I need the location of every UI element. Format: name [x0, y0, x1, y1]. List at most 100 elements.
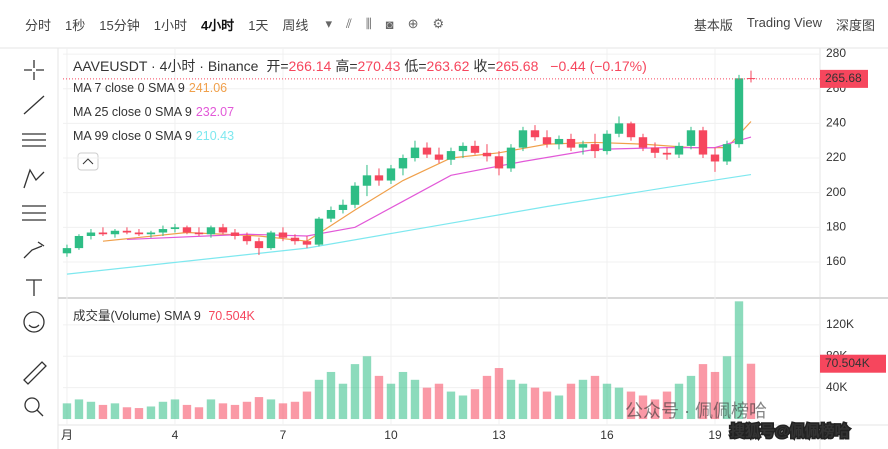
- ohlc-label: 收=: [473, 58, 496, 74]
- y-tick-label: 280: [826, 46, 846, 60]
- interval[interactable]: 1天: [248, 17, 269, 33]
- candle-icon[interactable]: ⫼: [365, 16, 372, 31]
- ohlc-value: 270.43: [357, 58, 401, 74]
- volume-bar: [734, 301, 744, 420]
- y-tick-label: 220: [826, 150, 846, 164]
- drawing-tools[interactable]: [22, 60, 47, 417]
- settings-icon[interactable]: ⚙: [432, 16, 445, 31]
- volume-legend: 成交量(Volume) SMA 9 70.504K: [73, 305, 259, 324]
- ma-name: MA 7 close 0 SMA 9: [73, 81, 185, 95]
- candle-body: [230, 232, 240, 236]
- volume-bar: [170, 399, 180, 420]
- more-icon[interactable]: ▾: [325, 16, 332, 31]
- ma-legend: MA 25 close 0 SMA 9 232.07: [73, 105, 238, 119]
- candle-body: [290, 237, 300, 242]
- volume-bar: [326, 371, 336, 420]
- volume-bar: [638, 395, 648, 420]
- interval[interactable]: 1秒: [65, 17, 86, 33]
- x-tick-label: 10: [384, 428, 398, 442]
- x-tick-label: 7: [280, 428, 287, 442]
- volume-bar: [578, 379, 588, 420]
- candle-body: [350, 185, 360, 205]
- candle-body: [146, 232, 156, 235]
- y-tick-label: 40K: [826, 380, 847, 394]
- candle-body: [722, 144, 732, 162]
- volume-bar: [626, 391, 636, 420]
- symbol-title: AAVEUSDT · 4小时 · Binance: [73, 58, 259, 74]
- candle-body: [434, 154, 444, 160]
- last-price-box: [820, 69, 868, 88]
- volume-bar: [542, 391, 552, 420]
- ma-legend: MA 7 close 0 SMA 9 241.06: [73, 81, 231, 95]
- volume-bar: [110, 403, 120, 420]
- collapse-button[interactable]: [77, 152, 99, 171]
- volume-bar: [386, 383, 396, 420]
- ma-legend: MA 99 close 0 SMA 9 210.43: [73, 129, 238, 143]
- candle-body: [698, 130, 708, 155]
- add-icon[interactable]: ⊕: [407, 16, 419, 31]
- volume-bar: [518, 383, 528, 420]
- indicator-icon[interactable]: ⫽: [345, 16, 352, 31]
- volume-bar: [494, 368, 504, 420]
- candle-body: [518, 130, 528, 148]
- volume-bar: [482, 375, 492, 420]
- interval[interactable]: 分时: [25, 17, 52, 33]
- candle-body: [506, 147, 516, 169]
- candle-body: [638, 137, 648, 148]
- candle-body: [242, 235, 252, 242]
- volume-bar: [470, 389, 480, 420]
- interval[interactable]: 周线: [282, 17, 309, 33]
- volume-bar: [194, 407, 204, 420]
- volume-bar: [674, 383, 684, 420]
- interval[interactable]: 1小时: [153, 17, 187, 33]
- volume-bar: [362, 356, 372, 420]
- candle-body: [602, 133, 612, 152]
- candle-body: [98, 232, 108, 235]
- candle-body: [386, 168, 396, 181]
- volume-bar: [374, 375, 384, 420]
- volume-bar: [182, 404, 192, 420]
- candle-body: [662, 152, 672, 155]
- candle-body: [554, 138, 564, 145]
- candle-body: [326, 209, 336, 219]
- candle-body: [422, 147, 432, 155]
- interval[interactable]: 4小时: [200, 17, 235, 33]
- interval-group: 分时 1秒 15分钟 1小时 4小时 1天 周线: [18, 15, 315, 34]
- candle-body: [590, 144, 600, 152]
- volume-bar: [722, 356, 732, 420]
- candle-body: [134, 232, 144, 235]
- candle-body: [710, 154, 720, 162]
- toolbar: 分时 1秒 15分钟 1小时 4小时 1天 周线 ▾ ⫽ ⫼ ◙ ⊕ ⚙ 基本版 Tradin…: [0, 0, 888, 48]
- volume-title: 成交量(Volume) SMA 9: [73, 309, 201, 323]
- volume-bar: [122, 407, 132, 420]
- candle-body: [266, 232, 276, 249]
- candle-body: [458, 145, 468, 152]
- candle-body: [542, 137, 552, 145]
- y-tick-label: 240: [826, 116, 846, 130]
- y-tick-label: 180: [826, 219, 846, 233]
- ma-name: MA 99 close 0 SMA 9: [73, 129, 192, 143]
- ohlc-label: 高=: [335, 58, 358, 74]
- view-option[interactable]: Trading View: [746, 14, 822, 30]
- volume-bar: [506, 379, 516, 420]
- volume-bar: [278, 403, 288, 420]
- candle-body: [470, 145, 480, 153]
- candle-body: [206, 227, 216, 235]
- volume-bar: [434, 383, 444, 420]
- view-option[interactable]: 基本版: [693, 17, 733, 33]
- view-option[interactable]: 深度图: [835, 17, 875, 33]
- ohlc-label: 开=: [266, 58, 289, 74]
- volume-bar: [314, 379, 324, 420]
- camera-icon[interactable]: ◙: [385, 16, 394, 32]
- volume-bar: [242, 401, 252, 420]
- x-tick-label: 13: [492, 428, 506, 442]
- volume-bar: [146, 406, 156, 420]
- candle-body: [74, 235, 84, 249]
- candle-body: [182, 227, 192, 233]
- interval[interactable]: 15分钟: [99, 17, 140, 33]
- ohlc-label: 低=: [404, 58, 427, 74]
- volume-bar: [686, 375, 696, 420]
- volume-bar: [302, 391, 312, 420]
- candle-body: [410, 147, 420, 159]
- candle-body: [86, 232, 96, 236]
